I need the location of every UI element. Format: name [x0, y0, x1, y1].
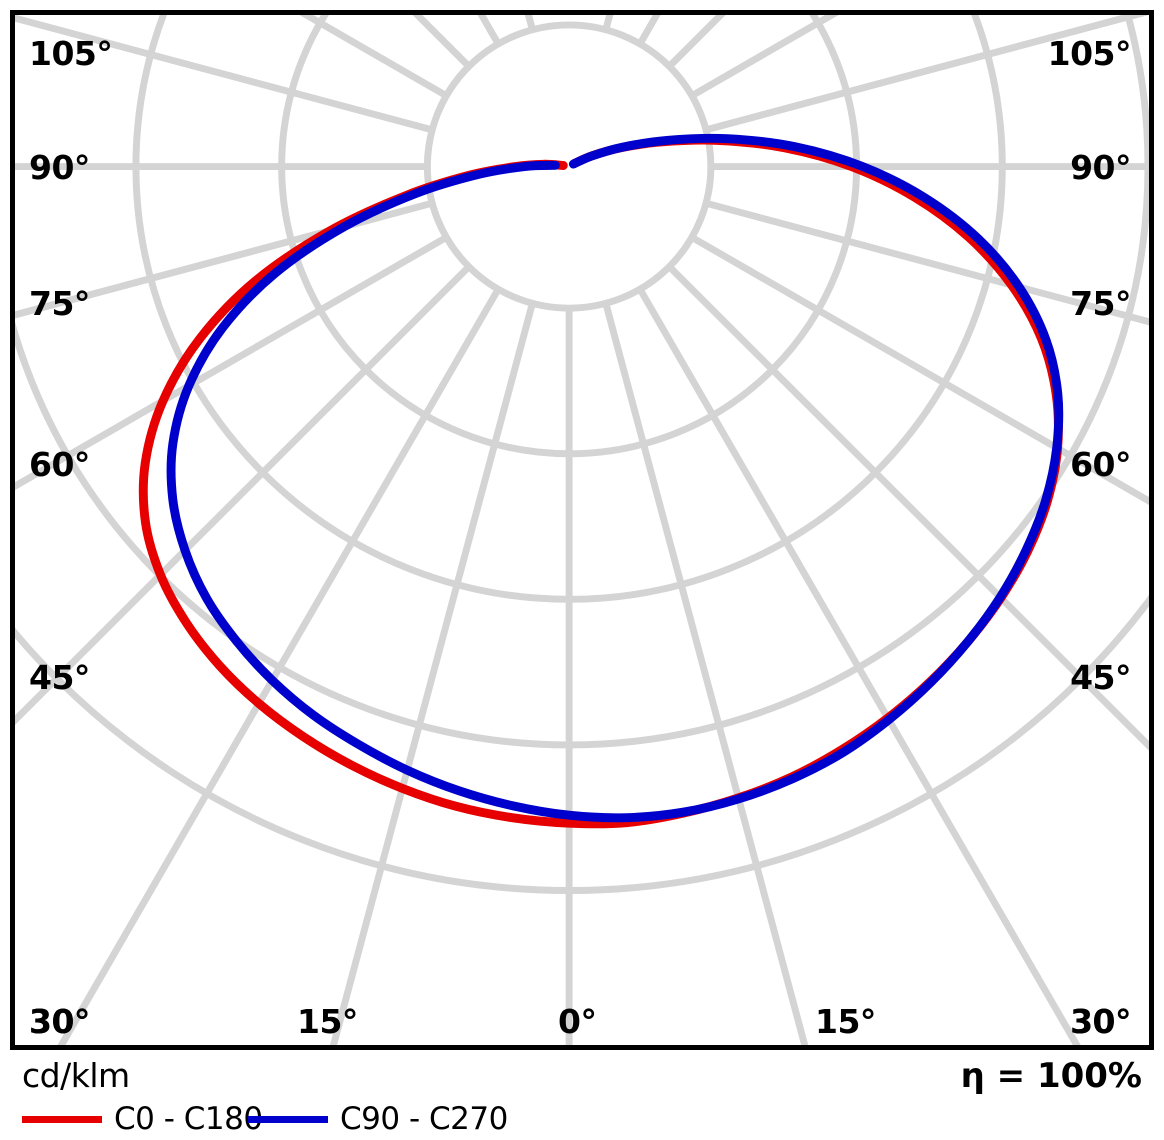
grid-ray-30deg [636, 287, 1081, 1045]
axis-label-bottom-4: 30° [1070, 1002, 1131, 1041]
legend-color-swatch-blue [248, 1115, 328, 1123]
distribution-curve-c90-c270 [166, 133, 1064, 823]
units-label: cd/klm [22, 1056, 130, 1095]
grid-ray-45deg [15, 264, 472, 726]
axis-label-bottom-1: 15° [297, 1002, 358, 1041]
axis-label-right-2: 75° [1070, 284, 1131, 323]
legend-item-c90-c270[interactable]: C90 - C270 [248, 1102, 508, 1136]
grid-ray-105deg [15, 15, 434, 134]
axis-label-left-4: 45° [29, 658, 90, 697]
grid-ring-2 [132, 15, 1006, 603]
legend-area: cd/klm η = 100% C0 - C180 C90 - C270 [0, 1050, 1164, 1140]
axis-label-left-3: 60° [29, 445, 90, 484]
grid-ray-75deg [705, 199, 1149, 326]
legend-item-c0-c180[interactable]: C0 - C180 [22, 1102, 263, 1136]
grid-ray-45deg [666, 264, 1149, 751]
grid-ray-75deg [15, 199, 434, 319]
axis-label-bottom-3: 15° [815, 1002, 876, 1041]
efficiency-label: η = 100% [960, 1056, 1142, 1096]
grid-ray-105deg [705, 15, 1149, 134]
grid-ray-15deg [602, 302, 809, 1045]
axis-label-right-1: 90° [1070, 148, 1131, 187]
polar-curves [138, 133, 1064, 829]
grid-ring-3 [15, 15, 1149, 749]
grid-ray-15deg [329, 302, 536, 1045]
axis-label-left-1: 90° [29, 148, 90, 187]
axis-label-bottom-0: 30° [29, 1002, 90, 1041]
grid-ray-60deg [15, 234, 449, 491]
polar-grid [15, 15, 1149, 1045]
legend-label-c0-c180: C0 - C180 [114, 1100, 263, 1137]
axis-label-left-2: 75° [29, 284, 90, 323]
grid-ring-0 [423, 21, 715, 312]
polar-plot-frame: 105° 90° 75° 60° 45° 30° 105° 90° 75° 60… [10, 10, 1154, 1050]
polar-grid-and-curves [15, 15, 1149, 1045]
legend-color-swatch-red [22, 1115, 102, 1123]
axis-label-left-5: 30° [29, 1002, 90, 1041]
grid-ray-60deg [690, 234, 1149, 506]
axis-label-left-0: 105° [29, 34, 113, 73]
axis-label-bottom-2: 0° [558, 1002, 597, 1041]
axis-label-right-4: 45° [1070, 658, 1131, 697]
axis-label-right-0: 105° [1047, 34, 1132, 73]
axis-label-right-5: 30° [1070, 1002, 1131, 1041]
legend-label-c90-c270: C90 - C270 [340, 1100, 508, 1137]
grid-ray-30deg [57, 287, 502, 1045]
grid-ring-4 [15, 594, 1149, 894]
axis-label-right-3: 60° [1070, 445, 1131, 484]
